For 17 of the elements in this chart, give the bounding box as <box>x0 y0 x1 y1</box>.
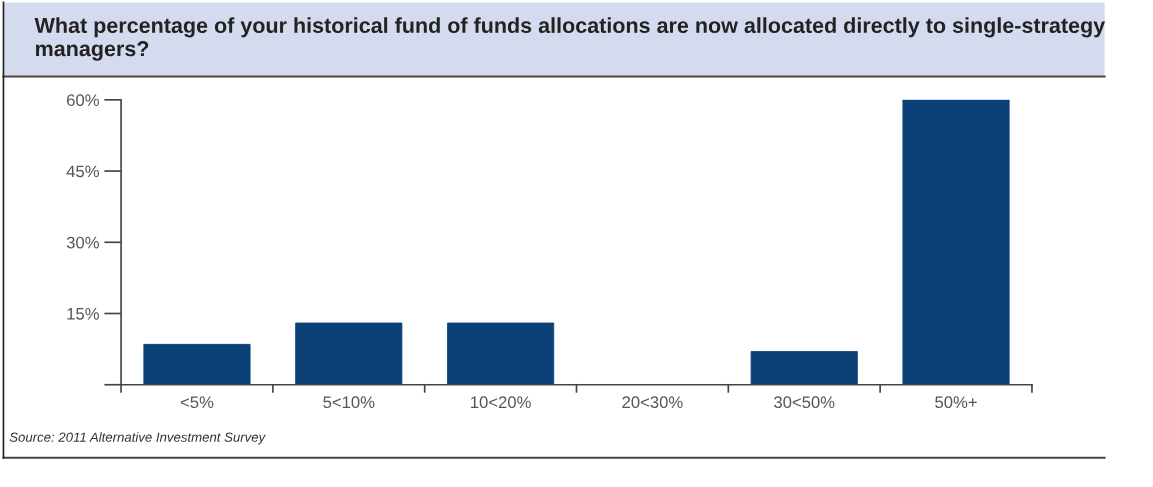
bar <box>902 99 1010 385</box>
x-tick-label: 5<10% <box>323 396 375 409</box>
x-tick-label: <5% <box>180 396 214 409</box>
y-tick-label: 45% <box>66 165 99 178</box>
y-tick-label: 60% <box>67 94 99 107</box>
x-tick-label: 50%+ <box>935 396 977 409</box>
x-tick-label: 10<20% <box>471 396 531 409</box>
bar <box>447 322 555 385</box>
bar <box>750 351 858 385</box>
bar <box>143 343 251 385</box>
chart-title: What percentage of your historical fund of funds allocations are now allocated directly to single-strategy managers? <box>34 17 1106 61</box>
x-tick-label: 30<50% <box>774 396 835 409</box>
source-note: Source: 2011 Alternative Investment Survey <box>9 432 266 445</box>
y-tick-label: 15% <box>67 307 99 320</box>
y-tick-label: 30% <box>66 236 99 249</box>
bar <box>295 322 403 385</box>
x-tick-label: 20<30% <box>622 396 683 409</box>
